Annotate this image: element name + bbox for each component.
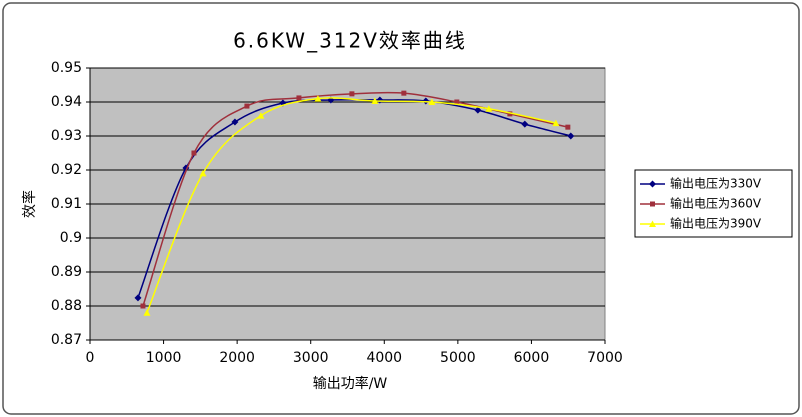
marker bbox=[134, 294, 142, 302]
marker bbox=[371, 97, 379, 104]
marker bbox=[474, 106, 482, 114]
marker bbox=[191, 150, 197, 156]
legend-marker bbox=[650, 201, 655, 207]
marker bbox=[552, 119, 560, 127]
marker bbox=[296, 95, 302, 101]
x-tick-label: 2000 bbox=[219, 350, 255, 366]
marker bbox=[140, 303, 146, 309]
x-axis-label: 输出功率/W bbox=[313, 375, 388, 392]
marker bbox=[454, 99, 460, 105]
marker bbox=[143, 309, 151, 316]
marker bbox=[244, 103, 250, 109]
legend-marker bbox=[649, 180, 656, 188]
y-tick-label: 0.93 bbox=[51, 128, 82, 144]
y-tick-label: 0.94 bbox=[51, 94, 82, 110]
marker bbox=[567, 132, 575, 140]
chart-title: 6.6KW_312V效率曲线 bbox=[233, 29, 467, 53]
y-tick-label: 0.91 bbox=[51, 196, 82, 212]
y-tick-label: 0.87 bbox=[51, 332, 82, 348]
legend-label: 输出电压为390V bbox=[670, 216, 762, 231]
marker bbox=[199, 169, 207, 177]
y-tick-label: 0.9 bbox=[60, 230, 82, 246]
marker bbox=[314, 95, 322, 102]
legend-label: 输出电压为360V bbox=[670, 196, 762, 211]
y-tick-label: 0.95 bbox=[51, 60, 82, 76]
y-tick-label: 0.88 bbox=[51, 298, 82, 314]
marker bbox=[231, 118, 239, 126]
marker bbox=[401, 90, 407, 96]
x-tick-label: 5000 bbox=[440, 350, 476, 366]
x-tick-label: 4000 bbox=[366, 350, 402, 366]
marker bbox=[257, 112, 265, 119]
y-tick-label: 0.92 bbox=[51, 162, 82, 178]
x-tick-label: 3000 bbox=[293, 350, 329, 366]
marker bbox=[507, 111, 513, 117]
marker bbox=[521, 120, 529, 128]
x-tick-label: 6000 bbox=[514, 350, 550, 366]
marker bbox=[565, 124, 571, 130]
y-axis-label: 效率 bbox=[21, 190, 38, 218]
marker bbox=[485, 105, 493, 112]
x-tick-label: 1000 bbox=[146, 350, 182, 366]
x-tick-label: 7000 bbox=[587, 350, 623, 366]
marker bbox=[349, 91, 355, 97]
y-tick-label: 0.89 bbox=[51, 264, 82, 280]
legend-marker bbox=[649, 220, 656, 227]
marker bbox=[428, 98, 436, 105]
series-line bbox=[146, 97, 557, 314]
legend-label: 输出电压为330V bbox=[670, 176, 762, 191]
x-tick-label: 0 bbox=[86, 350, 95, 366]
